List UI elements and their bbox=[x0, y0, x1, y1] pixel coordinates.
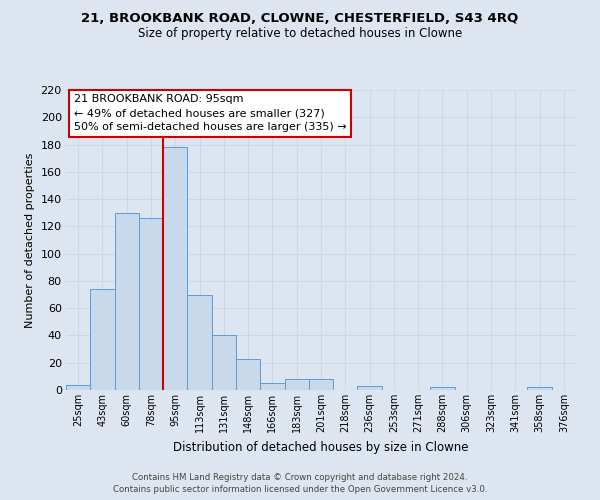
Bar bbox=[90, 289, 115, 390]
Text: 21 BROOKBANK ROAD: 95sqm
← 49% of detached houses are smaller (327)
50% of semi-: 21 BROOKBANK ROAD: 95sqm ← 49% of detach… bbox=[74, 94, 346, 132]
Bar bbox=[358, 386, 382, 390]
Bar bbox=[139, 218, 163, 390]
Bar bbox=[163, 148, 187, 390]
Bar bbox=[66, 384, 90, 390]
Text: Size of property relative to detached houses in Clowne: Size of property relative to detached ho… bbox=[138, 28, 462, 40]
Bar bbox=[260, 383, 284, 390]
Bar bbox=[309, 379, 333, 390]
Y-axis label: Number of detached properties: Number of detached properties bbox=[25, 152, 35, 328]
Bar bbox=[115, 212, 139, 390]
Bar bbox=[430, 388, 455, 390]
Bar bbox=[284, 379, 309, 390]
Bar bbox=[236, 358, 260, 390]
Bar bbox=[527, 388, 552, 390]
Text: Contains public sector information licensed under the Open Government Licence v3: Contains public sector information licen… bbox=[113, 486, 487, 494]
Bar bbox=[187, 294, 212, 390]
Text: Distribution of detached houses by size in Clowne: Distribution of detached houses by size … bbox=[173, 441, 469, 454]
Text: 21, BROOKBANK ROAD, CLOWNE, CHESTERFIELD, S43 4RQ: 21, BROOKBANK ROAD, CLOWNE, CHESTERFIELD… bbox=[82, 12, 518, 26]
Bar bbox=[212, 336, 236, 390]
Text: Contains HM Land Registry data © Crown copyright and database right 2024.: Contains HM Land Registry data © Crown c… bbox=[132, 473, 468, 482]
